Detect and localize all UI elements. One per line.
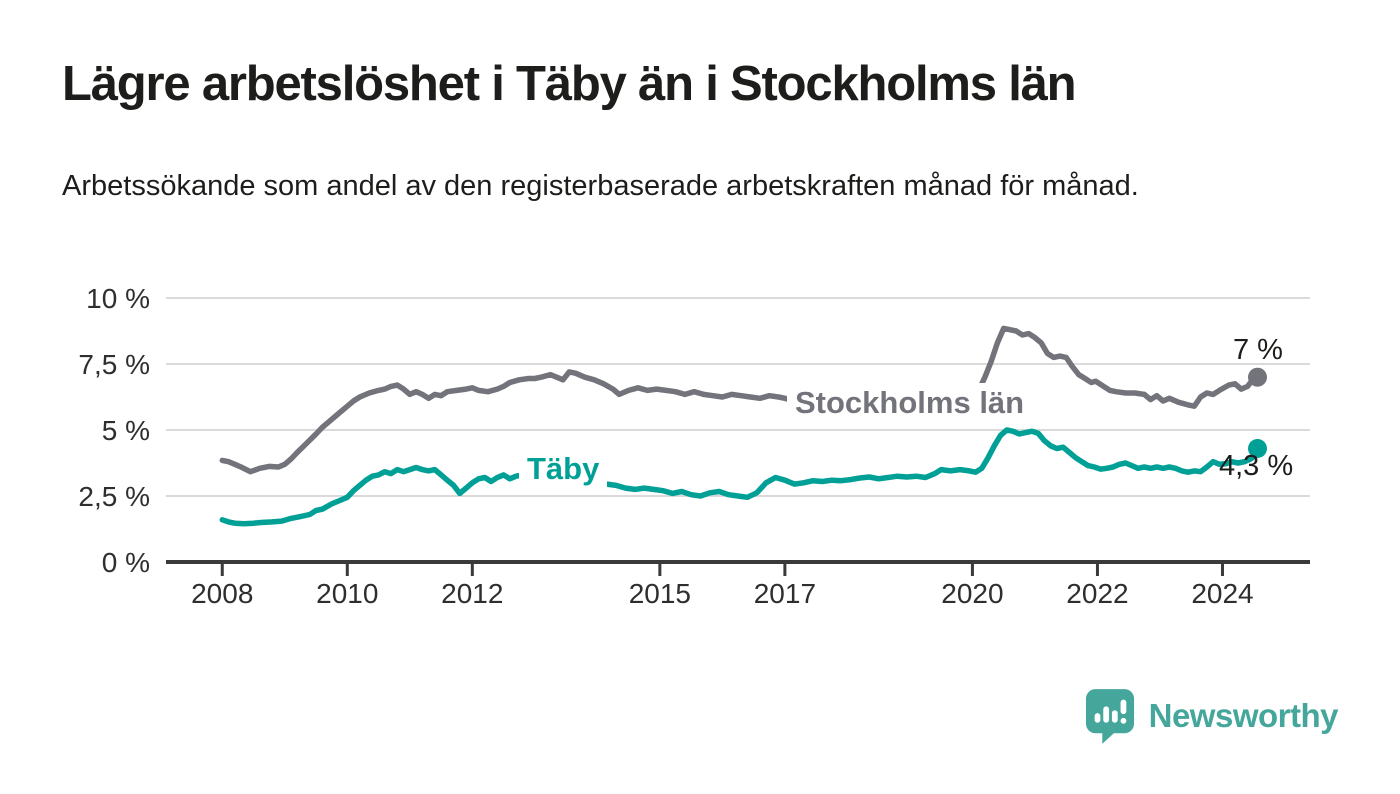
x-tick-label: 2012 [441, 578, 503, 609]
end-value-label-stockholms-lan: 7 % [1233, 334, 1283, 366]
series-endpoint-stockholms-lan [1248, 367, 1267, 387]
newsworthy-branding: Newsworthy [1085, 688, 1339, 744]
x-tick-label: 2020 [941, 578, 1003, 609]
y-tick-label: 10 % [86, 283, 150, 314]
end-value-label-taby: 4,3 % [1219, 450, 1294, 482]
x-tick-label: 2024 [1191, 578, 1253, 609]
x-tick-label: 2010 [316, 578, 378, 609]
y-tick-label: 2,5 % [78, 481, 150, 512]
newsworthy-logo-icon [1085, 688, 1135, 744]
newsworthy-wordmark: Newsworthy [1148, 697, 1339, 734]
chart-subtitle: Arbetssökande som andel av den registerb… [62, 170, 1139, 202]
series-line-stockholms-lan [219, 325, 1261, 475]
y-tick-label: 7,5 % [78, 349, 150, 380]
x-tick-label: 2017 [754, 578, 816, 609]
x-tick-label: 2022 [1066, 578, 1128, 609]
x-tick-label: 2015 [629, 578, 691, 609]
series-label-stockholms-lan: Stockholms län [787, 383, 1033, 425]
page-title: Lägre arbetslöshet i Täby än i Stockholm… [62, 57, 1077, 111]
series-line-taby [219, 427, 1261, 527]
series-endpoint-taby [1248, 439, 1267, 458]
y-tick-label: 0 % [102, 547, 150, 578]
series-label-taby: Täby [519, 449, 608, 491]
y-tick-label: 5 % [102, 415, 150, 446]
x-tick-label: 2008 [191, 578, 253, 609]
